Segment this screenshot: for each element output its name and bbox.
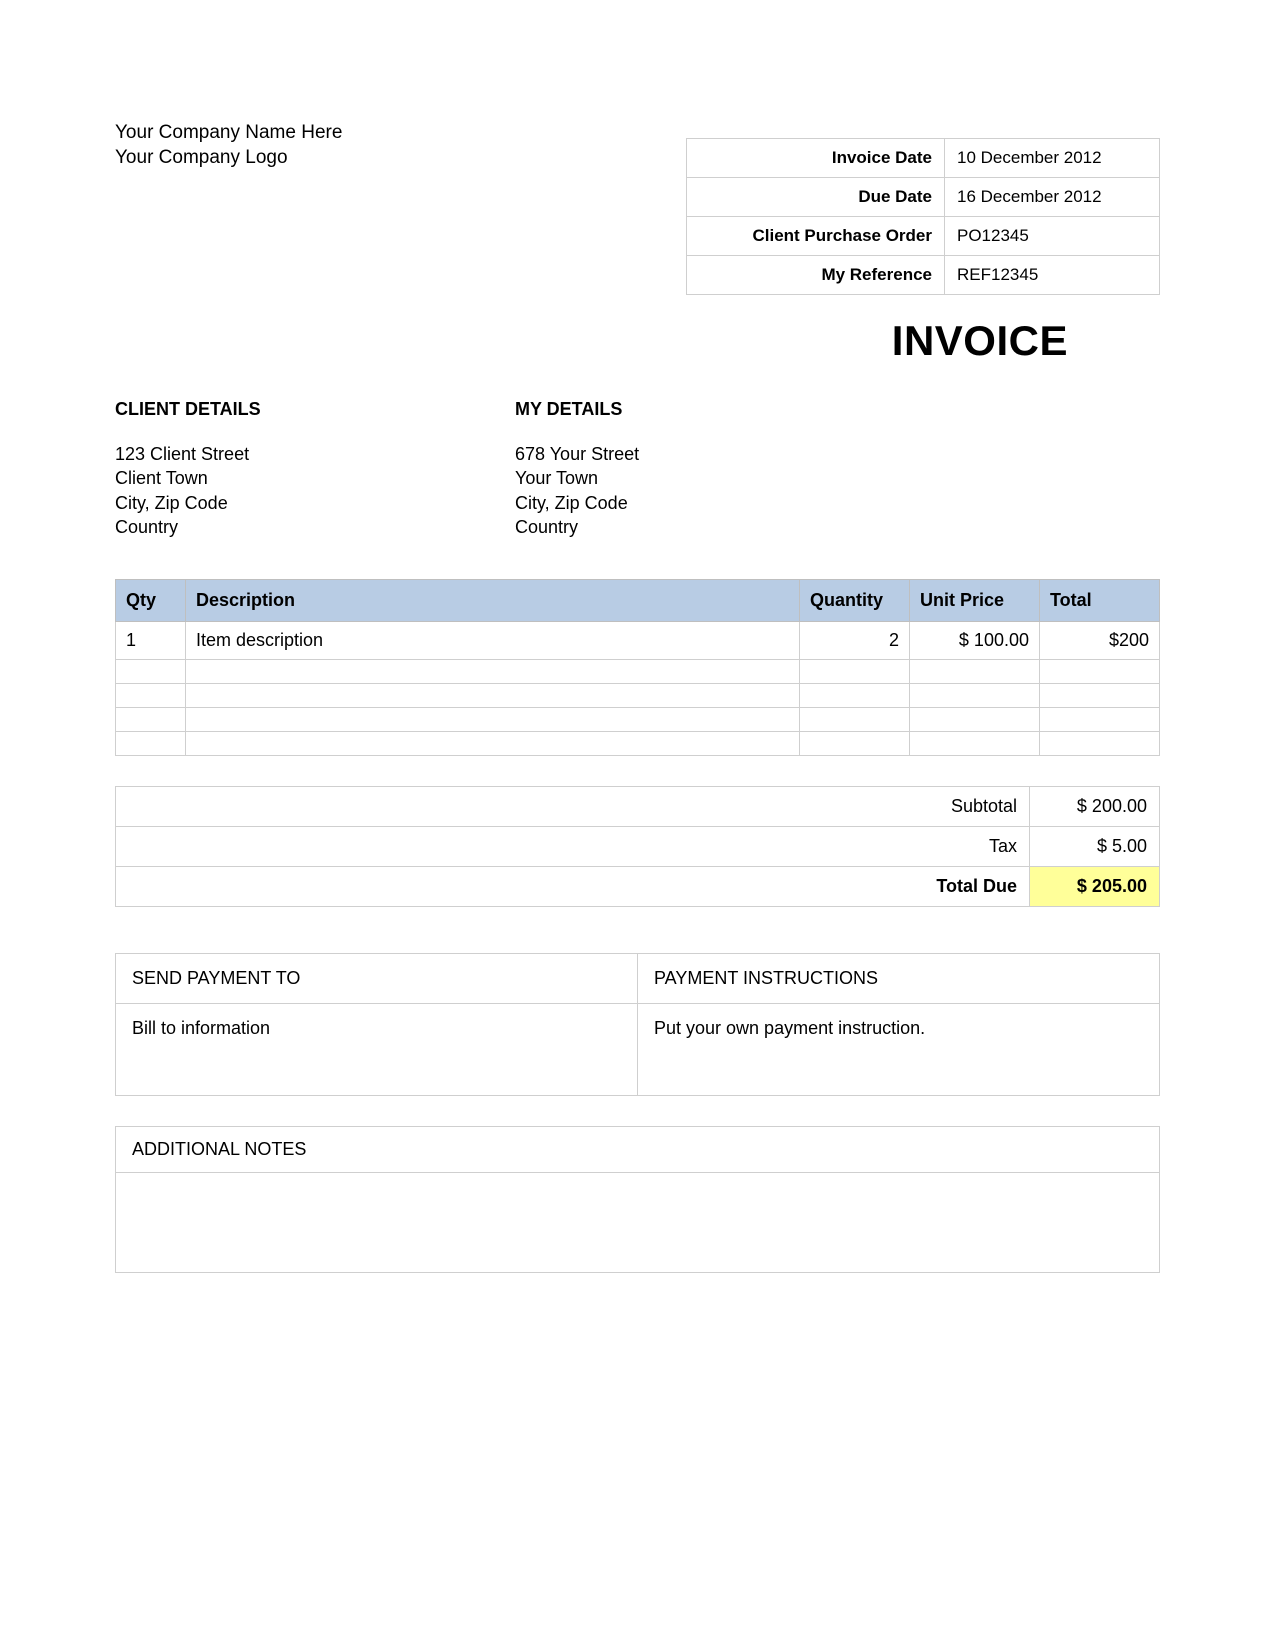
my-line1: 678 Your Street (515, 442, 915, 466)
cell-unit-price: $ 100.00 (910, 622, 1040, 660)
reference-label: My Reference (687, 256, 945, 295)
my-line4: Country (515, 515, 915, 539)
tax-label: Tax (116, 827, 1030, 867)
client-line1: 123 Client Street (115, 442, 515, 466)
my-details-block: MY DETAILS 678 Your Street Your Town Cit… (515, 399, 915, 539)
notes-table: ADDITIONAL NOTES (115, 1126, 1160, 1273)
total-due-value: $ 205.00 (1030, 867, 1160, 907)
payment-instructions-body: Put your own payment instruction. (638, 1004, 1160, 1096)
item-row-empty (116, 732, 1160, 756)
col-qty: Qty (116, 580, 186, 622)
cell-quantity: 2 (800, 622, 910, 660)
my-line3: City, Zip Code (515, 491, 915, 515)
total-due-label: Total Due (116, 867, 1030, 907)
client-line2: Client Town (115, 466, 515, 490)
due-date-label: Due Date (687, 178, 945, 217)
invoice-meta-table: Invoice Date 10 December 2012 Due Date 1… (686, 138, 1160, 295)
subtotal-label: Subtotal (116, 787, 1030, 827)
invoice-page: Your Company Name Here Your Company Logo… (0, 0, 1275, 1650)
item-row-empty (116, 708, 1160, 732)
send-payment-heading: SEND PAYMENT TO (116, 954, 638, 1004)
items-header-row: Qty Description Quantity Unit Price Tota… (116, 580, 1160, 622)
invoice-title: INVOICE (115, 317, 1068, 365)
company-logo-text: Your Company Logo (115, 145, 342, 170)
client-details-heading: CLIENT DETAILS (115, 399, 515, 420)
client-po-label: Client Purchase Order (687, 217, 945, 256)
my-line2: Your Town (515, 466, 915, 490)
cell-description: Item description (186, 622, 800, 660)
item-row-empty (116, 684, 1160, 708)
invoice-date-label: Invoice Date (687, 139, 945, 178)
payment-instructions-heading: PAYMENT INSTRUCTIONS (638, 954, 1160, 1004)
company-block: Your Company Name Here Your Company Logo (115, 120, 342, 170)
tax-value: $ 5.00 (1030, 827, 1160, 867)
notes-body (116, 1173, 1160, 1273)
col-unit-price: Unit Price (910, 580, 1040, 622)
payment-table: SEND PAYMENT TO PAYMENT INSTRUCTIONS Bil… (115, 953, 1160, 1096)
due-date-value: 16 December 2012 (945, 178, 1160, 217)
item-row: 1 Item description 2 $ 100.00 $200 (116, 622, 1160, 660)
subtotal-value: $ 200.00 (1030, 787, 1160, 827)
totals-table: Subtotal $ 200.00 Tax $ 5.00 Total Due $… (115, 786, 1160, 907)
client-po-value: PO12345 (945, 217, 1160, 256)
col-quantity: Quantity (800, 580, 910, 622)
header-row: Your Company Name Here Your Company Logo… (115, 120, 1160, 295)
cell-qty: 1 (116, 622, 186, 660)
invoice-date-value: 10 December 2012 (945, 139, 1160, 178)
col-description: Description (186, 580, 800, 622)
items-table: Qty Description Quantity Unit Price Tota… (115, 579, 1160, 756)
notes-heading: ADDITIONAL NOTES (116, 1127, 1160, 1173)
details-row: CLIENT DETAILS 123 Client Street Client … (115, 399, 1160, 539)
client-details-block: CLIENT DETAILS 123 Client Street Client … (115, 399, 515, 539)
col-total: Total (1040, 580, 1160, 622)
reference-value: REF12345 (945, 256, 1160, 295)
item-row-empty (116, 660, 1160, 684)
client-line4: Country (115, 515, 515, 539)
company-name: Your Company Name Here (115, 120, 342, 145)
my-details-heading: MY DETAILS (515, 399, 915, 420)
client-line3: City, Zip Code (115, 491, 515, 515)
send-payment-body: Bill to information (116, 1004, 638, 1096)
cell-total: $200 (1040, 622, 1160, 660)
